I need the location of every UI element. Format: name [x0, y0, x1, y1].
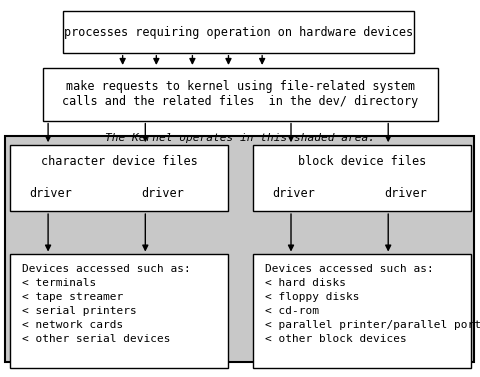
- Text: Devices accessed such as:
< terminals
< tape streamer
< serial printers
< networ: Devices accessed such as: < terminals < …: [22, 264, 190, 344]
- Bar: [5, 136, 473, 362]
- Text: Devices accessed such as:
< hard disks
< floppy disks
< cd-rom
< parallel printe: Devices accessed such as: < hard disks <…: [264, 264, 480, 344]
- Text: driver: driver: [29, 187, 72, 200]
- Text: driver: driver: [271, 187, 314, 200]
- Text: character device files: character device files: [41, 155, 197, 167]
- Bar: [43, 68, 437, 121]
- Bar: [10, 145, 228, 211]
- Bar: [10, 254, 228, 368]
- Text: block device files: block device files: [297, 155, 425, 167]
- Text: make requests to kernel using file-related system
calls and the related files  i: make requests to kernel using file-relat…: [62, 80, 418, 108]
- Bar: [252, 254, 470, 368]
- Bar: [62, 11, 413, 53]
- Text: driver: driver: [141, 187, 183, 200]
- Text: The Kernel operates in this shaded area.: The Kernel operates in this shaded area.: [105, 133, 375, 143]
- Text: processes requiring operation on hardware devices: processes requiring operation on hardwar…: [63, 26, 412, 38]
- Bar: [252, 145, 470, 211]
- Text: driver: driver: [383, 187, 426, 200]
